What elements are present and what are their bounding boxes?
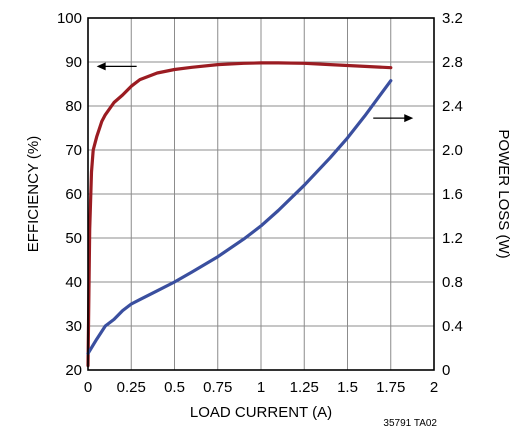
y-right-tick-label: 2.4 <box>442 98 463 115</box>
y-right-tick-label: 1.2 <box>442 230 463 247</box>
y-right-tick-labels: 0 0.4 0.8 1.2 1.6 2.0 2.4 2.8 3.2 <box>442 10 463 379</box>
y-left-tick-label: 80 <box>65 98 82 115</box>
efficiency-line <box>86 61 393 368</box>
y-right-tick-label: 0.8 <box>442 274 463 291</box>
y-left-tick-label: 30 <box>65 318 82 335</box>
x-tick-label: 1.25 <box>290 379 319 396</box>
x-tick-label: 1.75 <box>376 379 405 396</box>
x-tick-label: 0 <box>84 379 92 396</box>
power-loss-line <box>86 79 393 356</box>
x-axis-title: LOAD CURRENT (A) <box>190 404 332 421</box>
y-left-axis-title: EFFICIENCY (%) <box>25 136 42 252</box>
y-left-tick-label: 50 <box>65 230 82 247</box>
figure-code-note: 35791 TA02 <box>383 418 437 429</box>
x-tick-label: 2 <box>430 379 438 396</box>
x-tick-label: 1.5 <box>337 379 358 396</box>
y-right-tick-label: 0 <box>442 362 450 379</box>
series-arrows <box>96 62 414 123</box>
y-left-tick-label: 90 <box>65 54 82 71</box>
x-tick-labels: 0 0.25 0.5 0.75 1 1.25 1.5 1.75 2 <box>84 379 438 396</box>
plot-frame <box>87 17 435 371</box>
y-right-tick-label: 0.4 <box>442 318 463 335</box>
y-right-tick-label: 3.2 <box>442 10 463 27</box>
y-left-tick-labels: 20 30 40 50 60 70 80 90 100 <box>57 10 82 379</box>
x-tick-label: 0.25 <box>117 379 146 396</box>
x-tick-label: 0.5 <box>164 379 185 396</box>
y-left-tick-label: 40 <box>65 274 82 291</box>
y-left-tick-label: 60 <box>65 186 82 203</box>
y-left-tick-label: 100 <box>57 10 82 27</box>
grid <box>88 18 434 370</box>
power-loss-arrow-head <box>404 114 414 123</box>
y-right-tick-label: 2.8 <box>442 54 463 71</box>
efficiency-arrow-head <box>96 62 106 71</box>
series-layer <box>86 61 393 368</box>
y-right-tick-label: 1.6 <box>442 186 463 203</box>
y-right-axis-title: POWER LOSS (W) <box>495 129 512 258</box>
x-tick-label: 1 <box>257 379 265 396</box>
y-left-tick-label: 70 <box>65 142 82 159</box>
x-tick-label: 0.75 <box>203 379 232 396</box>
y-right-tick-label: 2.0 <box>442 142 463 159</box>
y-left-tick-label: 20 <box>65 362 82 379</box>
